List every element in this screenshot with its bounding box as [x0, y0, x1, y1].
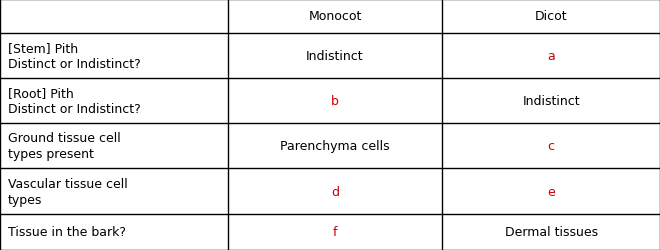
Text: b: b	[331, 95, 339, 108]
Text: d: d	[331, 185, 339, 198]
Text: Dermal tissues: Dermal tissues	[504, 226, 598, 238]
Text: Indistinct: Indistinct	[306, 50, 364, 63]
Text: f: f	[333, 226, 337, 238]
Text: Dicot: Dicot	[535, 10, 568, 23]
Text: Parenchyma cells: Parenchyma cells	[280, 140, 390, 153]
Text: a: a	[547, 50, 555, 63]
Text: Monocot: Monocot	[308, 10, 362, 23]
Text: [Stem] Pith
Distinct or Indistinct?: [Stem] Pith Distinct or Indistinct?	[8, 42, 141, 71]
Text: Indistinct: Indistinct	[522, 95, 580, 108]
Text: Ground tissue cell
types present: Ground tissue cell types present	[8, 132, 121, 161]
Text: e: e	[547, 185, 555, 198]
Text: [Root] Pith
Distinct or Indistinct?: [Root] Pith Distinct or Indistinct?	[8, 87, 141, 116]
Text: c: c	[548, 140, 554, 153]
Text: Tissue in the bark?: Tissue in the bark?	[8, 226, 126, 238]
Text: Vascular tissue cell
types: Vascular tissue cell types	[8, 177, 127, 206]
